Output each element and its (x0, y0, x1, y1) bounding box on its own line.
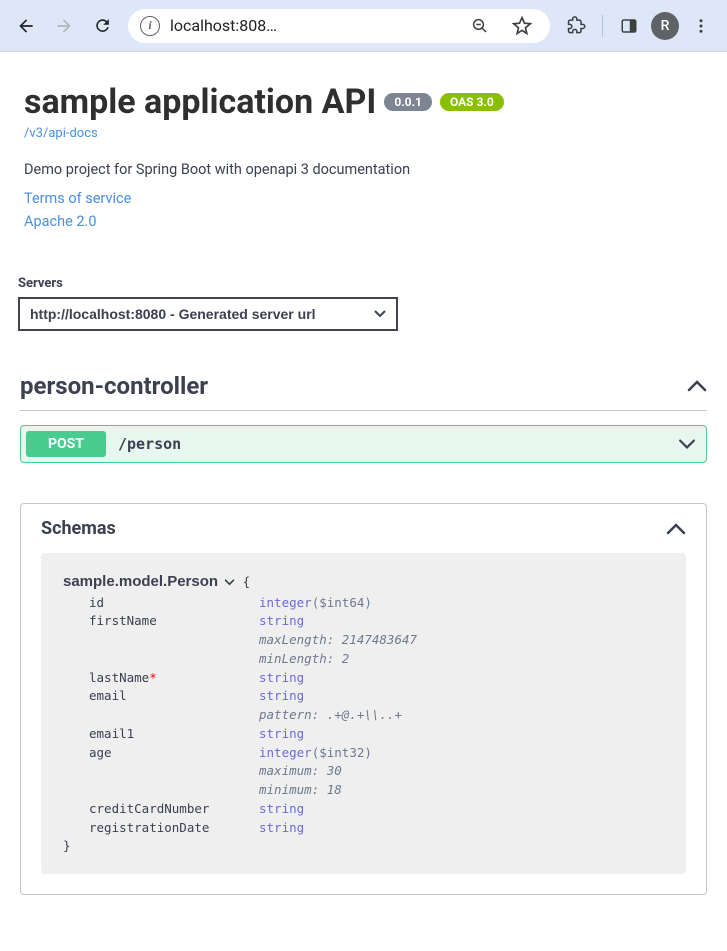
property-name: registrationDate (89, 819, 259, 838)
property-meta: minimum: 18 (63, 781, 664, 800)
url-text: localhost:808… (170, 16, 454, 35)
property-name: age (89, 744, 259, 763)
property-name: creditCardNumber (89, 800, 259, 819)
api-header: sample application API 0.0.1 OAS 3.0 /v3… (0, 52, 727, 248)
property-type: integer($int64) (259, 594, 372, 613)
chevron-up-icon (687, 379, 707, 393)
http-method-badge: POST (26, 431, 106, 457)
operation-path: /person (118, 435, 678, 453)
schemas-section: Schemas sample.model.Person { idinteger(… (0, 473, 727, 905)
property-name: firstName (89, 612, 259, 631)
servers-section: Servers http://localhost:8080 - Generate… (0, 248, 727, 342)
property-meta: maximum: 30 (63, 762, 664, 781)
property-type: string (259, 819, 304, 838)
tag-section: person-controller POST /person (0, 342, 727, 473)
property-meta: maxLength: 2147483647 (63, 631, 664, 650)
property-row: lastName*string (63, 669, 664, 688)
property-type: string (259, 725, 304, 744)
chevron-up-icon (666, 522, 686, 536)
property-row: firstNamestring (63, 612, 664, 631)
property-meta: minLength: 2 (63, 650, 664, 669)
property-meta: pattern: .+@.+\\..+ (63, 706, 664, 725)
property-name: id (89, 594, 259, 613)
version-badge: 0.0.1 (384, 93, 432, 111)
operation-row[interactable]: POST /person (20, 425, 707, 463)
schemas-title: Schemas (41, 518, 116, 539)
bookmark-star-icon[interactable] (506, 10, 538, 42)
property-row: emailstring (63, 687, 664, 706)
forward-button[interactable] (48, 10, 80, 42)
terms-link[interactable]: Terms of service (24, 190, 131, 207)
schema-body: sample.model.Person { idinteger($int64)f… (41, 553, 686, 874)
close-brace: } (63, 837, 664, 856)
kebab-menu-icon[interactable] (685, 10, 717, 42)
license-link[interactable]: Apache 2.0 (24, 213, 96, 230)
open-brace: { (243, 574, 251, 589)
api-title: sample application API (24, 82, 376, 122)
address-bar[interactable]: i localhost:808… (128, 9, 550, 43)
property-type: string (259, 612, 304, 631)
property-row: registrationDatestring (63, 819, 664, 838)
required-star: * (149, 670, 157, 685)
property-row: ageinteger($int32) (63, 744, 664, 763)
property-name: lastName* (89, 669, 259, 688)
site-info-icon[interactable]: i (140, 16, 160, 36)
property-type: integer($int32) (259, 744, 372, 763)
property-type: string (259, 800, 304, 819)
api-description: Demo project for Spring Boot with openap… (24, 161, 703, 178)
separator (602, 15, 603, 37)
profile-avatar[interactable]: R (651, 12, 679, 40)
back-button[interactable] (10, 10, 42, 42)
property-row: email1string (63, 725, 664, 744)
property-name: email1 (89, 725, 259, 744)
extensions-icon[interactable] (560, 10, 592, 42)
model-name[interactable]: sample.model.Person (63, 571, 235, 594)
schemas-header[interactable]: Schemas (21, 504, 706, 553)
tag-name: person-controller (20, 372, 208, 400)
zoom-icon[interactable] (464, 10, 496, 42)
side-panel-icon[interactable] (613, 10, 645, 42)
oas-badge: OAS 3.0 (440, 93, 504, 111)
reload-button[interactable] (86, 10, 118, 42)
chevron-down-icon (678, 438, 696, 450)
property-type: string (259, 687, 304, 706)
property-row: creditCardNumberstring (63, 800, 664, 819)
server-select[interactable]: http://localhost:8080 - Generated server… (18, 297, 398, 331)
property-row: idinteger($int64) (63, 594, 664, 613)
swagger-page: sample application API 0.0.1 OAS 3.0 /v3… (0, 52, 727, 925)
tag-header[interactable]: person-controller (20, 372, 707, 411)
api-docs-link[interactable]: /v3/api-docs (24, 126, 98, 141)
property-name: email (89, 687, 259, 706)
property-type: string (259, 669, 304, 688)
browser-toolbar: i localhost:808… R (0, 0, 727, 52)
servers-label: Servers (18, 276, 709, 291)
